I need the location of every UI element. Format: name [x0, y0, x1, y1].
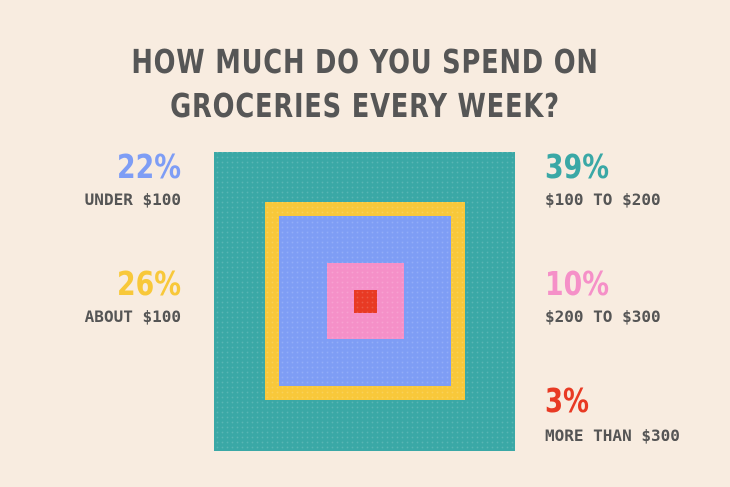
label-100-to-200: $100 TO $200 — [545, 190, 661, 209]
label-200-to-300: $200 TO $300 — [545, 307, 661, 326]
label-about-100: ABOUT $100 — [85, 307, 181, 326]
halftone-overlay — [214, 152, 515, 451]
percent-more-than-300: 3% — [545, 381, 589, 420]
title-line-1: HOW MUCH DO YOU SPEND ON — [131, 42, 599, 81]
percent-200-to-300: 10% — [545, 264, 609, 303]
chart-title: HOW MUCH DO YOU SPEND ON GROCERIES EVERY… — [80, 40, 649, 128]
percent-100-to-200: 39% — [545, 147, 609, 186]
percent-about-100: 26% — [117, 264, 181, 303]
title-line-2: GROCERIES EVERY WEEK? — [170, 86, 560, 125]
legend-labels: 22% UNDER $100 26% ABOUT $100 39% $100 TO $20… — [85, 147, 680, 445]
label-under-100: UNDER $100 — [85, 190, 181, 209]
label-more-than-300: MORE THAN $300 — [545, 426, 680, 445]
percent-under-100: 22% — [117, 147, 181, 186]
